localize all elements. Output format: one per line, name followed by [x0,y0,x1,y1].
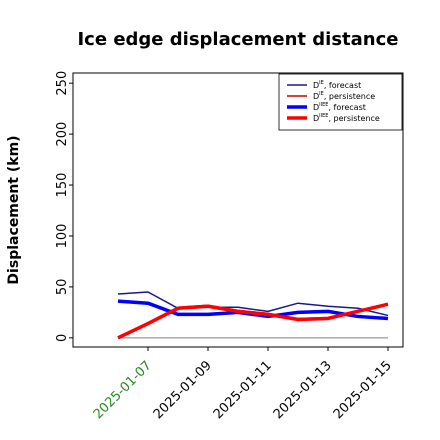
legend-label-sup: IIEE [319,102,328,108]
y-tick-label: 50 [55,279,70,296]
series-line [117,302,389,340]
chart-title: Ice edge displacement distance [77,29,398,50]
x-tick-label: 2025-01-07 [91,358,155,422]
legend-label-sup: IE [319,91,324,97]
series-line [117,291,389,317]
legend-label-rest: , persistence [328,114,379,123]
legend-label-rest: , forecast [324,81,361,90]
x-tick-label: 2025-01-15 [331,358,395,422]
y-tick-label: 100 [55,224,70,249]
y-axis-label: Displacement (km) [6,135,22,284]
plot-frame [72,72,404,348]
legend-label: DIE, persistence [313,91,375,101]
legend-label-rest: , forecast [328,103,365,112]
y-tick-label: 200 [55,122,70,147]
legend-label-base: D [313,103,319,112]
legend-box [278,73,403,131]
legend-label-base: D [313,92,319,101]
x-tick-label: 2025-01-09 [151,358,215,422]
y-tick-label: 150 [55,173,70,198]
legend-label-rest: , persistence [324,92,375,101]
y-tick-label: 0 [55,334,70,342]
y-tick-label: 250 [55,71,70,96]
legend-label-base: D [313,114,319,123]
legend-label-sup: IE [319,80,324,86]
x-tick-label: 2025-01-11 [211,358,275,422]
x-tick-label: 2025-01-13 [271,358,335,422]
legend-label-sup: IIEE [319,113,328,119]
legend-label: DIE, forecast [313,80,361,90]
legend-label: DIIEE, persistence [313,113,380,123]
legend-label: DIIEE, forecast [313,102,366,112]
legend-label-base: D [313,81,319,90]
